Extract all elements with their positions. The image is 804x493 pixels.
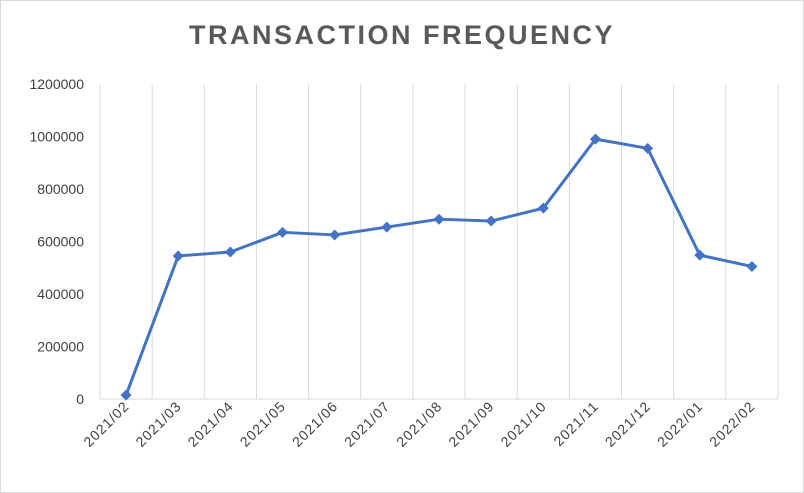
y-tick-label: 600000 (37, 234, 84, 250)
y-tick-label: 200000 (37, 339, 84, 355)
data-point (277, 226, 289, 238)
x-tick-label: 2021/07 (341, 398, 393, 450)
series-line (124, 137, 753, 396)
x-tick-label: 2021/05 (237, 398, 289, 450)
y-tick-label: 1000000 (29, 129, 84, 145)
x-tick-label: 2021/11 (550, 398, 601, 449)
data-point (120, 389, 132, 401)
x-tick-label: 2021/12 (602, 398, 654, 450)
y-tick-label: 400000 (37, 286, 84, 302)
series-group (120, 133, 758, 401)
x-tick-label: 2021/03 (132, 398, 184, 450)
chart-title: TRANSACTION FREQUENCY (188, 20, 615, 50)
x-tick-label: 2021/02 (80, 398, 132, 450)
x-tick-label: 2022/01 (654, 398, 706, 450)
data-point (433, 213, 445, 225)
data-point (381, 221, 393, 233)
y-tick-label: 0 (76, 391, 84, 407)
data-point (224, 246, 236, 258)
data-point (485, 215, 497, 227)
y-tick-labels: 0 200000 400000 600000 800000 1000000 1200000 (29, 76, 84, 407)
grid-lines (99, 84, 779, 399)
x-tick-label: 2021/06 (289, 398, 341, 450)
data-point (172, 250, 184, 262)
y-tick-label: 1200000 (29, 76, 84, 92)
x-tick-label: 2021/08 (393, 398, 445, 450)
x-tick-label: 2021/04 (184, 398, 236, 450)
data-point (589, 133, 601, 145)
data-point (642, 142, 654, 154)
x-tick-label: 2021/10 (497, 398, 549, 450)
data-point (537, 202, 549, 214)
data-point (329, 229, 341, 241)
x-tick-labels: 2021/02 2021/03 2021/04 2021/05 2021/06 2021/… (80, 398, 758, 450)
data-point (694, 249, 706, 261)
x-tick-label: 2021/09 (445, 398, 497, 450)
x-tick-label: 2022/02 (706, 398, 758, 450)
data-point (746, 260, 758, 272)
y-tick-label: 800000 (37, 181, 84, 197)
